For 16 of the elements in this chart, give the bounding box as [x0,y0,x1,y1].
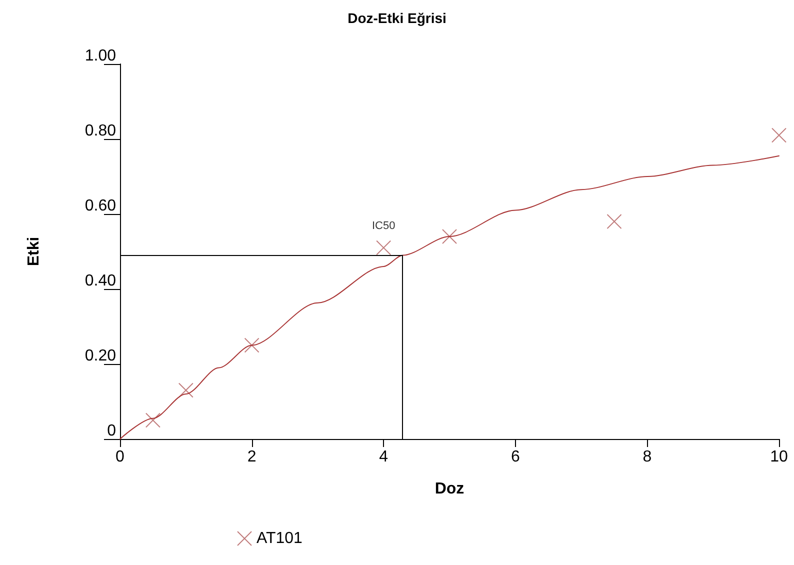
y-tick-label: 1.00 [84,48,116,64]
y-tick-label: 0.80 [84,122,116,140]
y-tick-label: 0.60 [84,198,116,214]
y-axis-title: Etki [26,236,42,266]
x-tick-label: 8 [642,448,652,466]
x-tick-label: 2 [247,448,256,466]
y-tick-label: 0.40 [84,272,116,290]
x-tick-label: 6 [510,448,520,466]
annotation: IC50 [372,220,396,232]
x-axis-title: Doz [434,480,464,498]
chart-title: Doz-Etki Eğrisi [348,10,446,26]
legend-label: AT101 [256,530,303,547]
x-tick-label: 4 [379,448,388,466]
y-tick-label: 0 [107,422,116,440]
x-tick-label: 10 [770,448,788,466]
y-tick-label: 0.20 [84,348,116,364]
